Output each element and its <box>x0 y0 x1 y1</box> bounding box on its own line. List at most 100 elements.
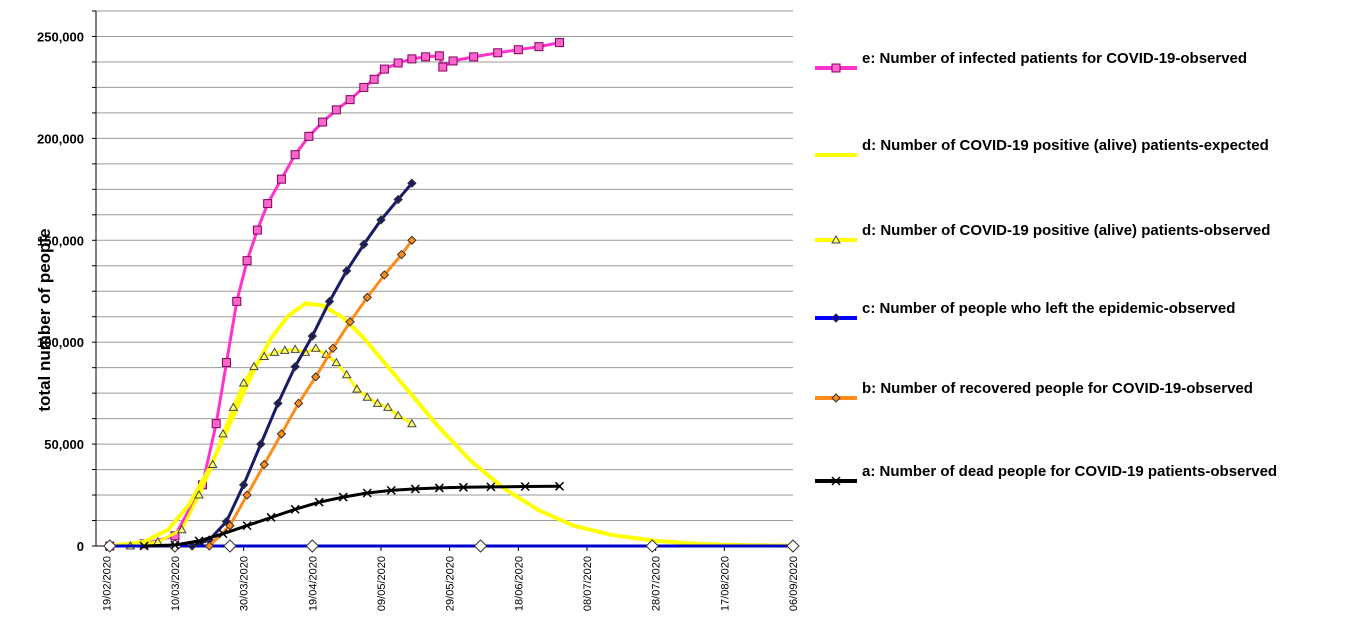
data-point <box>434 483 444 493</box>
y-tick-label: 100,000 <box>37 335 84 350</box>
data-point <box>486 482 496 492</box>
legend-item: c: Number of people who left the epidemi… <box>815 300 1235 323</box>
x-tick-label: 17/08/2020 <box>719 556 731 611</box>
data-point <box>238 480 249 490</box>
legend-item: e: Number of infected patients for COVID… <box>815 50 1247 73</box>
data-point <box>211 419 221 429</box>
legend-item: d: Number of COVID-19 positive (alive) p… <box>815 137 1269 157</box>
data-point <box>290 344 301 353</box>
data-point <box>273 398 283 409</box>
data-point <box>279 345 290 354</box>
legend-item: d: Number of COVID-19 positive (alive) p… <box>815 222 1270 244</box>
data-point <box>331 357 342 367</box>
data-point <box>218 428 228 438</box>
x-tick-label: 09/05/2020 <box>376 556 388 611</box>
data-point <box>407 178 417 188</box>
data-point <box>252 225 262 235</box>
data-point <box>341 369 352 379</box>
data-point <box>369 74 379 84</box>
data-point <box>304 131 314 141</box>
data-point <box>554 481 565 491</box>
data-point <box>290 150 300 160</box>
data-point <box>352 384 362 393</box>
data-point <box>310 343 321 352</box>
gridlines <box>96 10 793 547</box>
data-point <box>438 62 448 72</box>
data-point <box>328 343 338 354</box>
x-tick-label: 29/05/2020 <box>445 556 457 611</box>
data-point <box>228 402 239 411</box>
legend-label: d: Number of COVID-19 positive (alive) p… <box>862 222 1270 239</box>
series-0 <box>105 38 565 551</box>
data-point <box>259 459 269 470</box>
data-point <box>513 45 523 55</box>
y-tick-label: 250,000 <box>37 29 84 44</box>
data-point <box>204 541 215 551</box>
data-point <box>305 539 320 553</box>
data-point <box>293 398 304 409</box>
data-point <box>170 540 180 550</box>
data-point <box>493 48 503 58</box>
data-point <box>225 520 235 531</box>
data-point <box>376 215 386 225</box>
data-point <box>232 296 242 306</box>
legend-label: a: Number of dead people for COVID-19 pa… <box>862 463 1277 480</box>
data-point <box>473 539 488 553</box>
y-tick-label: 50,000 <box>44 437 84 452</box>
data-point <box>259 351 270 360</box>
data-point <box>359 82 369 92</box>
data-point <box>249 361 259 371</box>
y-tick-labels: 0 50,000 100,000 150,000 200,000 250,000 <box>37 29 84 554</box>
x-tick-label: 28/07/2020 <box>651 556 663 611</box>
legend-swatch-marker <box>831 476 841 486</box>
data-point <box>269 347 280 356</box>
legend-swatch-marker <box>831 63 841 73</box>
x-tick-label: 30/03/2020 <box>239 556 251 611</box>
legend-label: b: Number of recovered people for COVID-… <box>862 380 1253 397</box>
data-point <box>469 52 479 62</box>
data-point <box>290 361 300 372</box>
y-axis-label: total number of people <box>35 228 54 411</box>
data-point <box>645 539 659 553</box>
data-point <box>379 64 389 74</box>
legend-swatch-marker <box>831 234 841 244</box>
series <box>103 38 800 553</box>
data-point <box>338 492 348 502</box>
data-point <box>345 317 355 327</box>
data-point <box>362 292 372 303</box>
data-point <box>393 58 403 68</box>
data-point <box>242 490 252 500</box>
data-point <box>311 372 321 382</box>
series-5 <box>204 235 417 551</box>
data-point <box>448 56 458 66</box>
data-point <box>407 235 417 245</box>
y-tick-label: 0 <box>77 539 84 554</box>
x-tick-label: 19/02/2020 <box>101 556 113 611</box>
x-tick-labels: 19/02/2020 10/03/2020 30/03/2020 19/04/2020… <box>101 556 800 611</box>
y-tick-label: 150,000 <box>37 233 84 248</box>
data-point <box>221 358 231 368</box>
data-point <box>276 174 286 184</box>
data-point <box>379 270 390 280</box>
data-point <box>139 541 149 551</box>
data-point <box>341 266 352 276</box>
legend: e: Number of infected patients for COVID… <box>815 50 1277 486</box>
data-point <box>194 490 204 499</box>
data-point <box>290 504 300 514</box>
data-point <box>242 521 252 531</box>
data-point <box>223 539 237 553</box>
data-point <box>103 539 117 553</box>
series-line <box>190 181 414 548</box>
legend-label: c: Number of people who left the epidemi… <box>862 300 1235 317</box>
legend-label: d: Number of COVID-19 positive (alive) p… <box>862 137 1269 154</box>
data-point <box>276 429 287 439</box>
data-point <box>362 488 372 498</box>
x-tick-label: 19/04/2020 <box>307 556 319 611</box>
data-point <box>218 529 228 539</box>
data-point <box>307 331 318 341</box>
series-6 <box>139 481 565 551</box>
data-point <box>386 485 396 495</box>
data-point <box>421 52 431 62</box>
data-point <box>359 239 369 250</box>
